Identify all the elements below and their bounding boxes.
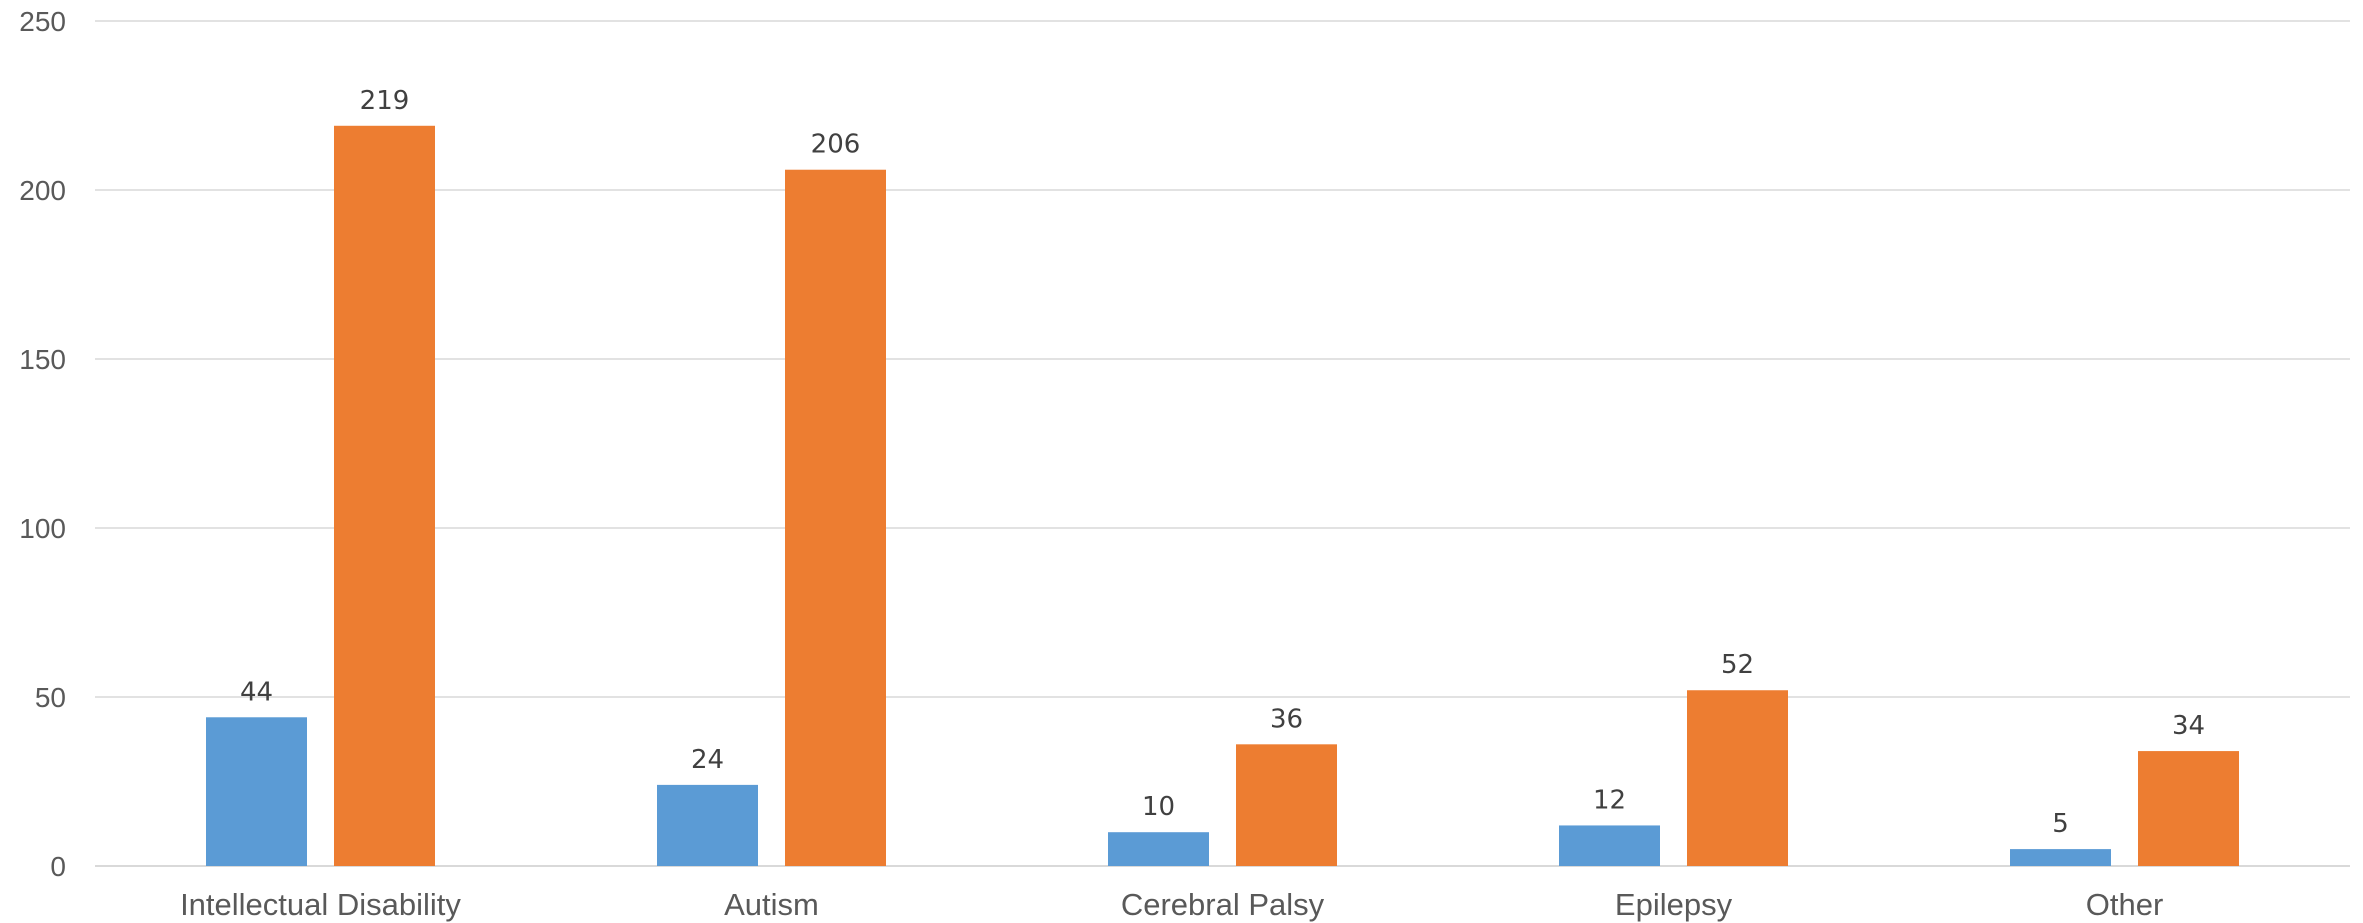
bar-series1-intellectual-disability [206, 717, 307, 866]
bar-series1-cerebral-palsy [1108, 832, 1209, 866]
x-category-label: Other [2086, 887, 2164, 922]
bar-series2-intellectual-disability [334, 125, 435, 866]
y-tick-label: 250 [19, 6, 66, 37]
data-label: 12 [1593, 785, 1626, 815]
x-category-label: Cerebral Palsy [1121, 887, 1325, 922]
data-labels: 44 219 24 206 10 36 12 52 5 34 [240, 86, 2205, 839]
y-tick-label: 100 [19, 513, 66, 544]
bar-series1-autism [657, 784, 758, 866]
bar-series1-epilepsy [1559, 825, 1660, 866]
data-label: 36 [1270, 704, 1303, 734]
data-label: 34 [2172, 711, 2205, 741]
bar-series2-epilepsy [1687, 690, 1788, 866]
data-label: 44 [240, 677, 273, 707]
data-label: 52 [1721, 650, 1754, 680]
y-axis-tick-labels: 0 50 100 150 200 250 [19, 6, 66, 882]
x-category-label: Autism [724, 887, 819, 922]
y-tick-label: 50 [35, 682, 66, 713]
data-label: 219 [360, 86, 410, 116]
bars [206, 125, 2239, 867]
bar-series1-other [2010, 849, 2111, 866]
y-tick-label: 0 [50, 851, 66, 882]
x-category-label: Epilepsy [1615, 887, 1733, 922]
bar-series2-autism [785, 169, 886, 867]
data-label: 5 [2052, 809, 2069, 839]
data-label: 206 [811, 130, 861, 160]
y-tick-label: 200 [19, 175, 66, 206]
data-label: 24 [691, 745, 724, 775]
y-tick-label: 150 [19, 344, 66, 375]
bar-series2-cerebral-palsy [1236, 744, 1337, 866]
x-axis-category-labels: Intellectual Disability Autism Cerebral Pa… [180, 887, 2163, 922]
bar-series2-other [2138, 751, 2239, 866]
data-label: 10 [1142, 792, 1175, 822]
x-category-label: Intellectual Disability [180, 887, 461, 922]
gridlines [95, 20, 2350, 867]
